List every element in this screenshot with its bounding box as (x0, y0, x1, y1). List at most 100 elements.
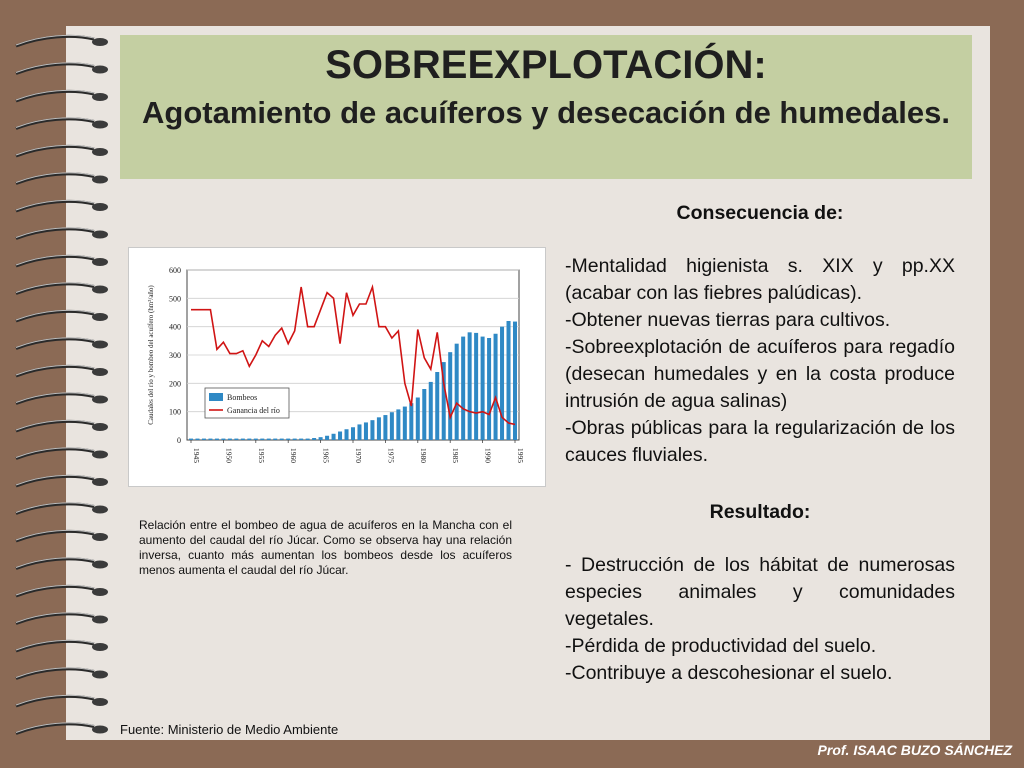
bar-bombeos (279, 438, 284, 440)
chart-caption: Relación entre el bombeo de agua de acuí… (139, 518, 512, 577)
spiral-ring-icon (15, 529, 108, 543)
bar-bombeos (487, 338, 492, 440)
bar-bombeos (389, 412, 394, 440)
bar-bombeos (318, 437, 323, 440)
x-tick-label: 1950 (224, 448, 233, 463)
consecuencia-heading: Consecuencia de: (676, 202, 844, 224)
spiral-ring-icon (15, 34, 108, 48)
x-tick-label: 1960 (289, 448, 298, 463)
bar-bombeos (357, 424, 362, 440)
bar-bombeos (428, 381, 433, 440)
bar-bombeos (227, 438, 232, 440)
bar-bombeos (480, 336, 485, 440)
bar-bombeos (338, 431, 343, 440)
bar-bombeos (273, 438, 278, 440)
spiral-ring-icon (15, 62, 108, 75)
spiral-ring-icon (15, 447, 108, 460)
resultado-item: - Destrucción de los hábitat de numerosa… (565, 554, 955, 630)
chart: 0 100 200 300 400 500 600 1945 1950 1955 1960 1965 1… (147, 266, 525, 463)
spiral-ring-icon (15, 612, 108, 625)
page-subtitle: Agotamiento de acuíferos y desecación de… (142, 95, 950, 130)
spiral-ring-icon (15, 584, 108, 598)
bar-bombeos (506, 321, 511, 440)
bar-bombeos (350, 427, 356, 440)
bar-bombeos (299, 438, 304, 440)
spiral-ring-icon (15, 667, 108, 680)
bar-bombeos (500, 326, 505, 440)
title-box: SOBREEXPLOTACIÓN: Agotamiento de acuífer… (120, 35, 972, 179)
bar-bombeos (415, 397, 420, 440)
spiral-ring-icon (15, 282, 108, 295)
consecuencia-item: -Sobreexplotación de acuíferos para rega… (565, 336, 955, 412)
bar-bombeos (312, 438, 317, 440)
bar-bombeos (441, 362, 446, 440)
bar-bombeos (188, 438, 194, 440)
right-column: Consecuencia de: -Mentalidad higienista … (565, 200, 955, 687)
bar-bombeos (467, 332, 472, 440)
bar-bombeos (201, 438, 206, 440)
y-tick-label: 100 (169, 408, 181, 417)
spiral-ring-icon (15, 364, 108, 378)
bar-bombeos (305, 438, 310, 440)
spiral-ring-icon (15, 89, 108, 103)
bar-bombeos (234, 438, 239, 440)
bar-bombeos (286, 438, 291, 440)
spiral-ring-icon (15, 117, 108, 130)
y-tick-label: 500 (169, 294, 181, 303)
bar-bombeos (493, 333, 498, 440)
bar-bombeos (461, 336, 466, 440)
resultado-item: -Contribuye a descohesionar el suelo. (565, 662, 893, 684)
spiral-ring-icon (15, 474, 108, 488)
resultado-item: -Pérdida de productividad del suelo. (565, 635, 877, 657)
spiral-ring-icon (15, 227, 108, 240)
x-tick-label: 1970 (354, 448, 363, 463)
bar-bombeos (214, 438, 219, 440)
bar-bombeos (448, 352, 453, 440)
bar-bombeos (195, 438, 200, 440)
bar-bombeos (331, 433, 336, 440)
y-tick-label: 600 (169, 266, 181, 275)
x-tick-label: 1945 (192, 448, 201, 463)
spiral-binding-icon (15, 34, 108, 735)
bar-bombeos (402, 406, 407, 440)
y-tick-label: 0 (177, 436, 181, 445)
bar-bombeos (474, 332, 479, 440)
bar-bombeos (454, 343, 459, 440)
line-ganancia-rio (191, 283, 516, 426)
x-tick-label: 1965 (322, 448, 331, 463)
consecuencia-item: -Obras públicas para la regularización d… (565, 417, 955, 466)
bar-bombeos (376, 417, 381, 440)
spiral-ring-icon (15, 172, 108, 185)
bar-bombeos (240, 438, 245, 440)
y-tick-label: 400 (169, 323, 181, 332)
x-tick-label: 1980 (419, 448, 428, 463)
page-title: SOBREEXPLOTACIÓN: (325, 43, 767, 87)
bar-bombeos (266, 438, 271, 440)
spiral-ring-icon (15, 557, 108, 570)
legend-label-ganancia: Ganancia del río (227, 406, 280, 415)
legend-swatch-bombeos (209, 393, 223, 401)
spiral-ring-icon (15, 419, 108, 433)
consecuencia-item: -Obtener nuevas tierras para cultivos. (565, 309, 891, 331)
spiral-ring-icon (15, 694, 108, 708)
bar-bombeos (422, 389, 427, 440)
resultado-heading: Resultado: (709, 501, 811, 523)
x-tick-label: 1975 (386, 448, 395, 463)
bar-bombeos (344, 429, 349, 440)
x-tick-label: 1995 (516, 448, 525, 463)
spiral-ring-icon (15, 639, 108, 653)
source-note: Fuente: Ministerio de Medio Ambiente (120, 722, 339, 737)
legend-label-bombeos: Bombeos (227, 393, 257, 402)
y-tick-label: 200 (169, 379, 181, 388)
bar-bombeos (409, 403, 414, 440)
x-tick-label: 1985 (451, 448, 460, 463)
bar-bombeos (208, 438, 213, 440)
x-tick-label: 1990 (484, 448, 493, 463)
bar-bombeos (253, 438, 258, 440)
author-footer: Prof. ISAAC BUZO SÁNCHEZ (817, 742, 1012, 758)
chart-container: 0 100 200 300 400 500 600 1945 1950 1955 1960 1965 1… (128, 247, 546, 487)
spiral-ring-icon (15, 144, 108, 158)
bar-bombeos (383, 415, 388, 440)
spiral-ring-icon (15, 337, 108, 350)
bar-bombeos (292, 438, 297, 440)
